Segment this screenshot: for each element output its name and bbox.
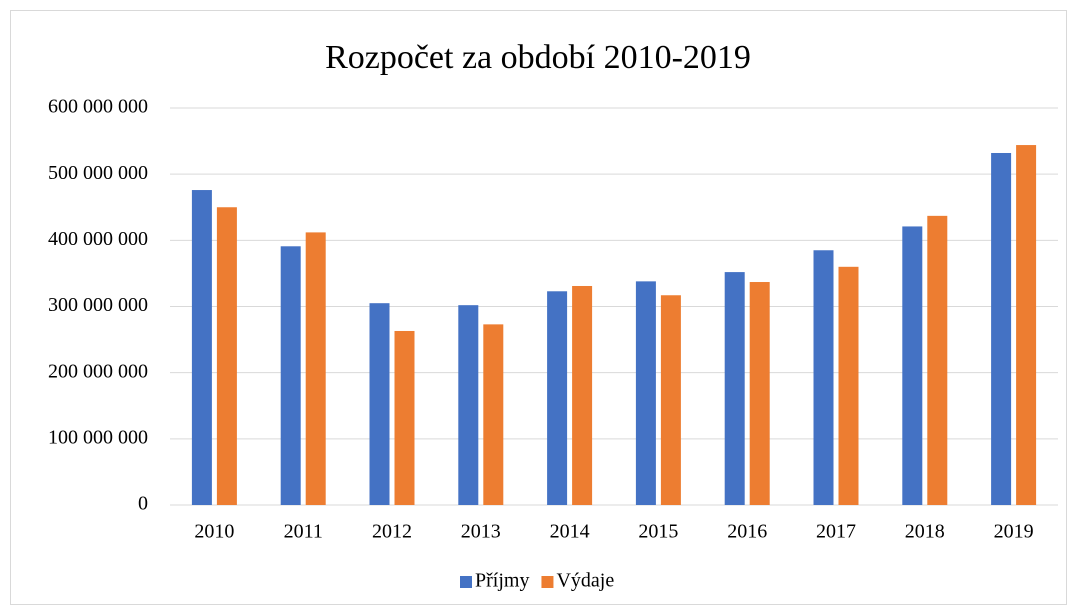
bar (927, 215, 948, 505)
bar (216, 207, 237, 505)
x-tick-label: 2019 (994, 521, 1034, 543)
legend-label: Příjmy (475, 570, 529, 592)
y-tick-label: 200 000 000 (48, 360, 148, 382)
bar (458, 305, 479, 505)
y-tick-label: 600 000 000 (48, 96, 148, 118)
bar (572, 285, 593, 505)
bar (838, 266, 859, 505)
bar (394, 330, 415, 505)
chart-title: Rozpočet za období 2010-2019 (325, 39, 751, 76)
x-tick-label: 2017 (816, 521, 856, 543)
bar (991, 152, 1012, 505)
x-tick-label: 2012 (372, 521, 412, 543)
bar (547, 291, 568, 505)
bar (191, 190, 212, 505)
bar (1016, 145, 1037, 505)
bar (724, 272, 745, 505)
x-tick-label: 2011 (284, 521, 323, 543)
bar (280, 246, 301, 505)
y-tick-label: 0 (138, 493, 148, 515)
bar (813, 250, 834, 505)
x-tick-label: 2010 (194, 521, 234, 543)
legend-label: Výdaje (556, 570, 614, 592)
x-tick-label: 2018 (905, 521, 945, 543)
y-tick-label: 500 000 000 (48, 162, 148, 184)
legend-swatch (541, 576, 554, 588)
y-tick-label: 400 000 000 (48, 228, 148, 250)
bar (635, 281, 656, 505)
bar (369, 303, 390, 505)
bar (483, 324, 504, 505)
y-tick-label: 100 000 000 (48, 426, 148, 448)
bar (902, 226, 923, 505)
bar (749, 282, 770, 505)
bar (660, 295, 681, 505)
x-tick-label: 2013 (461, 521, 501, 543)
legend-swatch (460, 576, 472, 588)
y-tick-label: 300 000 000 (48, 294, 148, 316)
x-tick-label: 2014 (550, 521, 590, 543)
bar (305, 232, 326, 506)
x-tick-label: 2015 (638, 521, 678, 543)
x-tick-label: 2016 (727, 521, 767, 543)
